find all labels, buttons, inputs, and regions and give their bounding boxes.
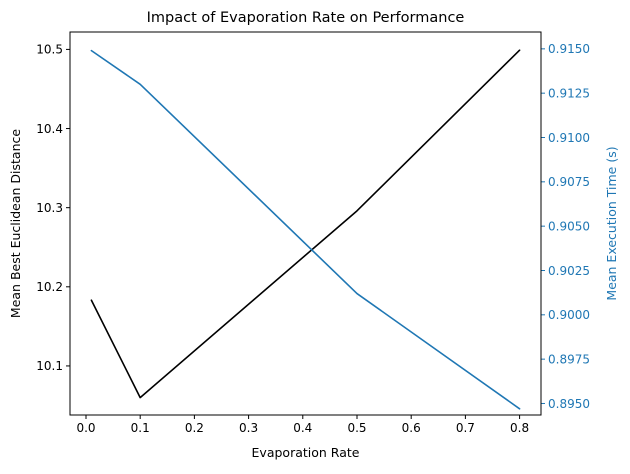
distance-series-line xyxy=(90,49,521,399)
right-y-tick-label: 0.8975 xyxy=(548,352,590,366)
plot-frame xyxy=(69,31,542,416)
x-tick-label: 0.5 xyxy=(347,421,366,435)
left-y-tick-label: 10.3 xyxy=(36,201,63,215)
right-y-tick-label: 0.9050 xyxy=(548,219,590,233)
x-axis-ticks: 0.0 0.1 0.2 0.3 0.4 0.5 0.6 0.7 0.8 xyxy=(76,415,529,435)
left-y-tick-label: 10.2 xyxy=(36,280,63,294)
chart-title: Impact of Evaporation Rate on Performanc… xyxy=(147,10,465,26)
x-tick-label: 0.0 xyxy=(76,421,95,435)
execution-time-series-line xyxy=(90,49,521,410)
left-y-tick-label: 10.4 xyxy=(36,122,63,136)
right-y-tick-label: 0.9025 xyxy=(548,264,590,278)
x-tick-label: 0.1 xyxy=(131,421,150,435)
x-tick-label: 0.2 xyxy=(185,421,204,435)
right-y-tick-label: 0.9150 xyxy=(548,42,590,56)
right-y-tick-label: 0.8950 xyxy=(548,397,590,411)
right-y-axis-ticks: 0.8950 0.8975 0.9000 0.9025 0.9050 0.9075 0.91… xyxy=(541,42,590,411)
right-y-tick-label: 0.9100 xyxy=(548,131,590,145)
x-tick-label: 0.4 xyxy=(293,421,312,435)
x-tick-label: 0.7 xyxy=(456,421,475,435)
right-y-axis-label: Mean Execution Time (s) xyxy=(604,146,619,300)
x-tick-label: 0.8 xyxy=(510,421,529,435)
series-lines xyxy=(90,49,521,410)
left-y-axis-ticks: 10.1 10.2 10.3 10.4 10.5 xyxy=(36,43,70,373)
x-tick-label: 0.6 xyxy=(402,421,421,435)
left-y-axis-label: Mean Best Euclidean Distance xyxy=(8,129,23,318)
x-axis-label: Evaporation Rate xyxy=(252,445,360,460)
right-y-tick-label: 0.9125 xyxy=(548,86,590,100)
left-y-tick-label: 10.1 xyxy=(36,359,63,373)
left-y-tick-label: 10.5 xyxy=(36,43,63,57)
right-y-tick-label: 0.9000 xyxy=(548,308,590,322)
right-y-tick-label: 0.9075 xyxy=(548,175,590,189)
x-tick-label: 0.3 xyxy=(239,421,258,435)
